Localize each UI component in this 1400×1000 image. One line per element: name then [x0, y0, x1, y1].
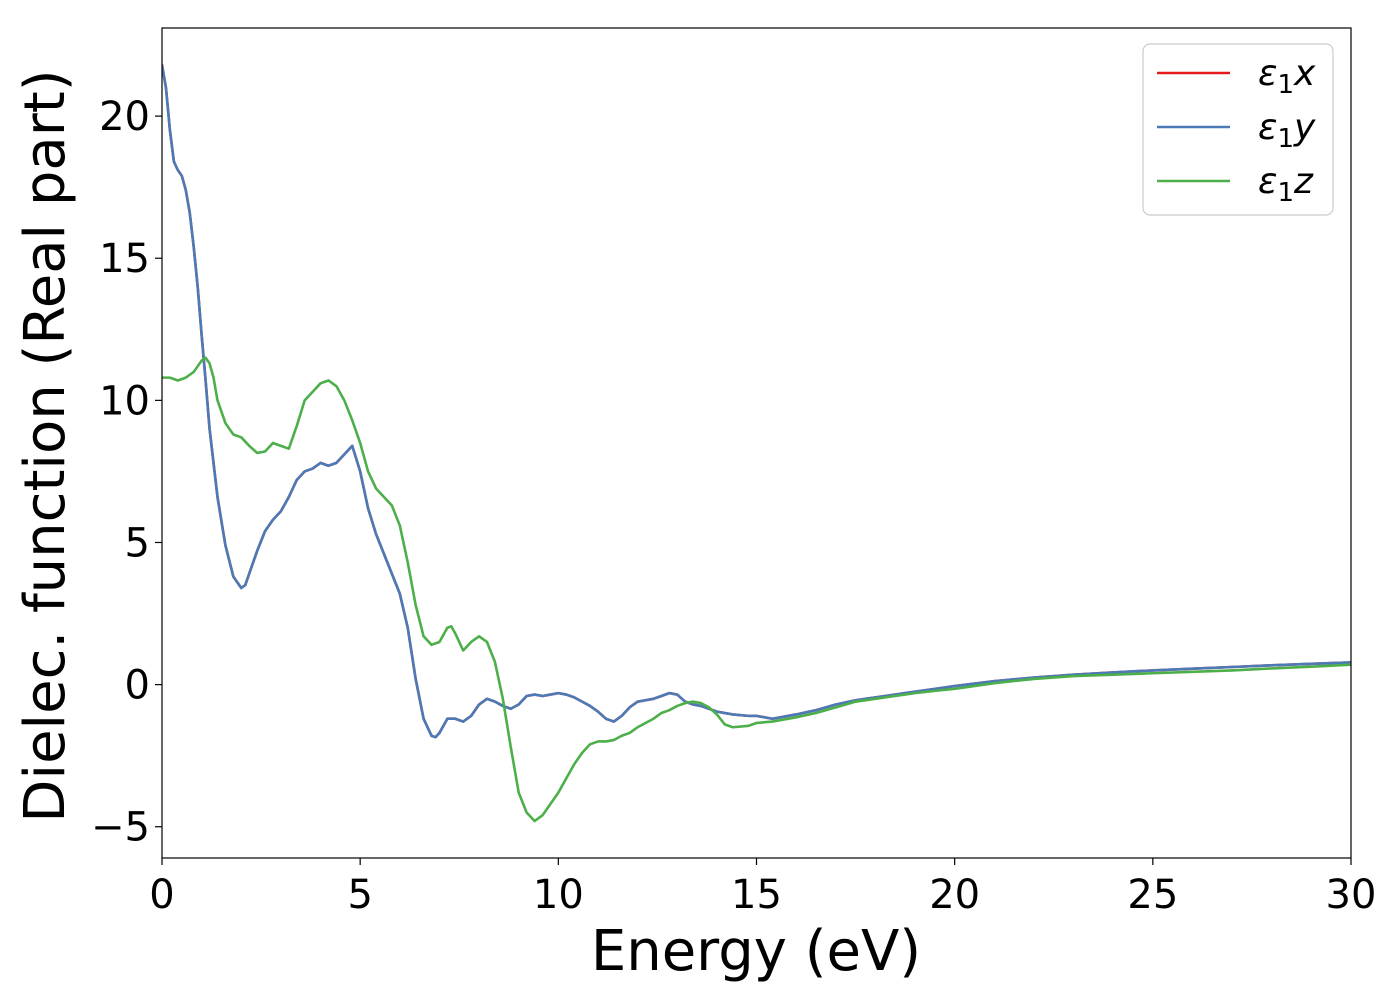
- y-tick-label: 15: [99, 236, 150, 282]
- x-tick-label: 5: [347, 872, 372, 918]
- x-tick-label: 10: [533, 872, 584, 918]
- y-tick-label: 10: [99, 378, 150, 424]
- series-line-z: [162, 356, 1351, 823]
- y-tick-label: 0: [125, 663, 150, 709]
- y-axis-ticks: −5 0 5 10 15 20: [91, 94, 162, 851]
- legend: ε1x ε1y ε1z: [1142, 43, 1334, 216]
- legend-label-x: ε1x: [1258, 53, 1316, 100]
- x-tick-label: 0: [149, 872, 174, 918]
- series-lines: [162, 63, 1351, 823]
- x-tick-label: 15: [731, 872, 782, 918]
- legend-label-y: ε1y: [1258, 107, 1316, 154]
- y-axis-title: Dielec. function (Real part): [13, 69, 78, 822]
- y-tick-label: −5: [91, 805, 150, 851]
- series-line-y: [162, 63, 1351, 739]
- y-tick-label: 20: [99, 94, 150, 140]
- x-tick-label: 30: [1326, 872, 1377, 918]
- legend-box: [1142, 43, 1334, 216]
- x-axis-ticks: 0 5 10 15 20 25 30: [149, 858, 1376, 918]
- x-tick-label: 25: [1127, 872, 1178, 918]
- legend-label-z: ε1z: [1258, 161, 1314, 208]
- x-axis-title: Energy (eV): [591, 919, 921, 984]
- x-tick-label: 20: [929, 872, 980, 918]
- y-tick-label: 5: [125, 520, 150, 566]
